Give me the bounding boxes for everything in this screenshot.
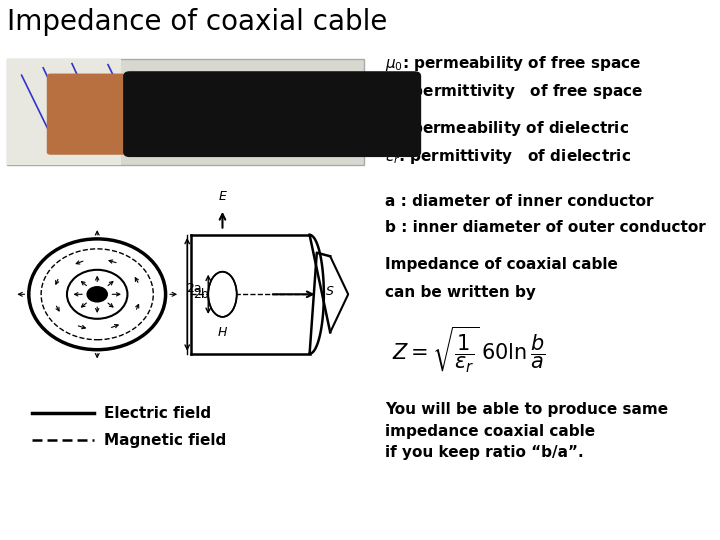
FancyBboxPatch shape [124,72,420,157]
Bar [7,59,121,165]
Text: $\varepsilon_r$: permittivity   of dielectric: $\varepsilon_r$: permittivity of dielect… [385,147,631,166]
FancyBboxPatch shape [47,73,125,155]
Text: $\mu_0$: permeability of free space: $\mu_0$: permeability of free space [385,54,642,73]
Text: 2b: 2b [193,288,209,301]
Text: H: H [217,326,228,339]
Ellipse shape [208,272,237,317]
Text: $\mu_r$: permeability of dielectric: $\mu_r$: permeability of dielectric [385,119,629,138]
Text: You will be able to produce same
impedance coaxial cable
if you keep ratio “b/a”: You will be able to produce same impedan… [385,402,668,461]
Text: $Z = \sqrt{\dfrac{1}{\varepsilon_r}}\,60\ln\dfrac{b}{a}$: $Z = \sqrt{\dfrac{1}{\varepsilon_r}}\,60… [392,324,546,375]
Circle shape [87,287,107,302]
Text: a : diameter of inner conductor: a : diameter of inner conductor [385,194,654,210]
Bar [7,59,364,165]
Text: Electric field: Electric field [104,406,212,421]
Text: S: S [326,285,334,298]
Text: $\varepsilon_0$: permittivity   of free space: $\varepsilon_0$: permittivity of free sp… [385,82,644,101]
Text: E: E [219,190,226,202]
Text: Magnetic field: Magnetic field [104,433,227,448]
Text: b : inner diameter of outer conductor: b : inner diameter of outer conductor [385,220,706,235]
Text: Impedance of coaxial cable: Impedance of coaxial cable [7,8,387,36]
Text: can be written by: can be written by [385,285,536,300]
Text: Impedance of coaxial cable: Impedance of coaxial cable [385,256,618,272]
Text: 2a: 2a [186,282,202,295]
